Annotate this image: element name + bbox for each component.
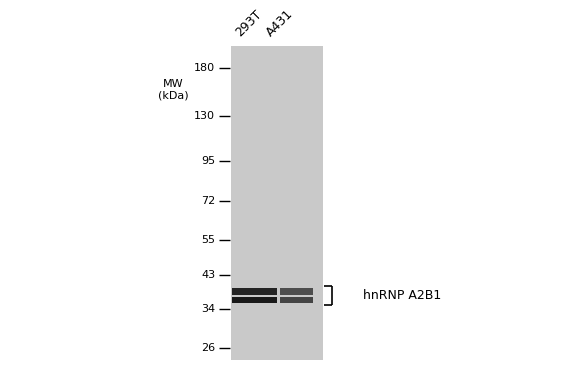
Text: hnRNP A2B1: hnRNP A2B1 bbox=[363, 289, 441, 302]
Text: 55: 55 bbox=[201, 235, 215, 245]
Text: A431: A431 bbox=[264, 7, 295, 39]
Text: MW
(kDa): MW (kDa) bbox=[158, 79, 189, 101]
Text: 180: 180 bbox=[194, 64, 215, 73]
Text: 130: 130 bbox=[194, 110, 215, 121]
Text: 95: 95 bbox=[201, 156, 215, 166]
Bar bbox=[232, 297, 278, 304]
Text: 34: 34 bbox=[201, 304, 215, 314]
Text: 26: 26 bbox=[201, 343, 215, 353]
Text: 43: 43 bbox=[201, 270, 215, 280]
Bar bbox=[279, 288, 313, 295]
Text: 293T: 293T bbox=[233, 8, 264, 39]
Text: 72: 72 bbox=[201, 196, 215, 206]
Bar bbox=[279, 297, 313, 304]
Bar bbox=[232, 288, 278, 295]
